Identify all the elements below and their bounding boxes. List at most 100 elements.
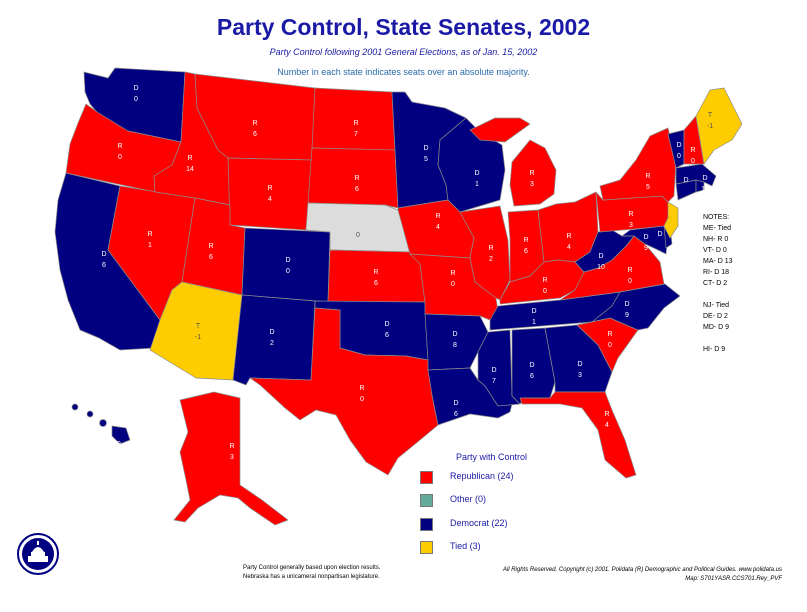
note-line: DE- D 2 — [703, 313, 728, 320]
state-label-tx-seats: 0 — [360, 396, 364, 403]
state-label-ut-party: R — [208, 243, 213, 250]
state-nd[interactable] — [311, 87, 396, 151]
state-label-sd-party: R — [354, 175, 359, 182]
polidata-logo — [16, 532, 60, 581]
state-label-ma-seats: 13 — [701, 186, 709, 193]
state-label-sd-seats: 6 — [355, 186, 359, 193]
state-ny[interactable] — [599, 127, 677, 203]
state-ma[interactable] — [675, 163, 717, 187]
state-ms[interactable] — [477, 329, 521, 407]
state-la[interactable] — [427, 367, 516, 426]
state-ak[interactable] — [173, 391, 289, 526]
note-line: NJ- Tied — [703, 302, 730, 309]
state-label-ar-party: D — [452, 331, 457, 338]
notes-panel: NOTES: ME- Tied NH- R 0 VT- D 0 MA- D 13 RI- … — [703, 212, 733, 355]
state-label-ct-party: D — [683, 177, 688, 184]
state-label-wi-party: D — [474, 170, 479, 177]
state-labels: D0R0D6R1R14R6R4R6T-1D0D2R7R60R6D6R0D5R4R… — [101, 85, 713, 461]
legend-label-democrat: Democrat (22) — [450, 518, 508, 528]
state-label-pa-seats: 3 — [629, 222, 633, 229]
note-line: NH- R 0 — [703, 236, 729, 243]
state-label-nd-party: R — [353, 120, 358, 127]
state-label-nh-seats: 0 — [691, 158, 695, 165]
state-label-ia-seats: 4 — [436, 224, 440, 231]
state-label-ky-seats: 0 — [543, 288, 547, 295]
state-label-ms-seats: 7 — [492, 378, 496, 385]
state-label-mo-party: R — [450, 270, 455, 277]
note-line: RI- D 18 — [703, 269, 730, 276]
state-label-me-party: T — [708, 112, 713, 119]
state-label-ca-seats: 6 — [102, 262, 106, 269]
copyright: All Rights Reserved. Copyright (c) 2001.… — [440, 566, 782, 584]
state-label-mn-party: D — [423, 145, 428, 152]
state-label-sc-party: R — [607, 331, 612, 338]
state-label-ks-seats: 6 — [374, 280, 378, 287]
state-il[interactable] — [459, 205, 511, 301]
state-label-co-seats: 0 — [286, 268, 290, 275]
state-nj[interactable] — [663, 201, 679, 239]
state-tx[interactable] — [249, 307, 439, 476]
map-subtitle: Party Control following 2001 General Ele… — [269, 47, 538, 57]
state-label-vt-seats: 0 — [677, 153, 681, 160]
state-label-mi-party: R — [529, 170, 534, 177]
state-label-tn-seats: 1 — [532, 319, 536, 326]
state-label-nd-seats: 7 — [354, 131, 358, 138]
state-label-va-party: R — [627, 267, 632, 274]
state-label-tn-party: D — [531, 308, 536, 315]
state-label-fl-party: R — [604, 411, 609, 418]
state-hi[interactable] — [71, 403, 131, 445]
note-line: NOTES: — [703, 214, 730, 221]
state-label-wy-party: R — [267, 185, 272, 192]
state-label-mt-seats: 6 — [253, 131, 257, 138]
state-label-mo-seats: 0 — [451, 281, 455, 288]
state-label-or-party: R — [117, 143, 122, 150]
state-label-ak-seats: 3 — [230, 454, 234, 461]
state-label-wv-seats: 10 — [597, 264, 605, 271]
state-label-ga-party: D — [577, 361, 582, 368]
state-label-ar-seats: 8 — [453, 342, 457, 349]
state-fl[interactable] — [519, 391, 637, 479]
state-mi[interactable] — [469, 117, 557, 207]
state-md[interactable] — [621, 225, 669, 255]
state-label-ca-party: D — [101, 251, 106, 258]
state-co[interactable] — [241, 227, 331, 303]
state-oh[interactable] — [537, 191, 599, 263]
note-line — [703, 289, 733, 300]
state-label-or-seats: 0 — [118, 154, 122, 161]
state-label-wa-party: D — [133, 85, 138, 92]
legend-swatch-other — [420, 494, 433, 507]
footnote-line: Party Control generally based upon elect… — [243, 565, 381, 571]
state-label-nc-party: D — [624, 301, 629, 308]
note-line: HI- D 9 — [703, 346, 726, 353]
state-me[interactable] — [695, 87, 743, 165]
legend-swatch-tied — [420, 541, 433, 554]
state-ar[interactable] — [424, 313, 489, 371]
state-label-tx-party: R — [359, 385, 364, 392]
state-label-ny-party: R — [645, 173, 650, 180]
state-label-ne-seats: 0 — [356, 232, 360, 239]
state-ks[interactable] — [327, 249, 426, 303]
state-label-ma-party: D — [702, 175, 707, 182]
state-nc[interactable] — [576, 283, 681, 331]
state-wy[interactable] — [227, 157, 313, 231]
state-label-ok-seats: 6 — [385, 332, 389, 339]
note-line: MA- D 13 — [703, 258, 733, 265]
copyright-line: All Rights Reserved. Copyright (c) 2001.… — [502, 567, 782, 573]
state-label-oh-seats: 4 — [567, 244, 571, 251]
state-sd[interactable] — [307, 147, 399, 209]
state-label-oh-party: R — [566, 233, 571, 240]
state-label-in-party: R — [523, 237, 528, 244]
state-label-nv-seats: 1 — [148, 242, 152, 249]
legend-swatch-republican — [420, 471, 433, 484]
state-label-ms-party: D — [491, 367, 496, 374]
state-label-ks-party: R — [373, 269, 378, 276]
state-label-nm-seats: 2 — [270, 340, 274, 347]
state-label-sc-seats: 0 — [608, 342, 612, 349]
state-label-ak-party: R — [229, 443, 234, 450]
state-label-id-party: R — [187, 155, 192, 162]
state-label-ny-seats: 5 — [646, 184, 650, 191]
legend-label-republican: Republican (24) — [450, 471, 514, 481]
state-label-id-seats: 14 — [186, 166, 194, 173]
state-nm[interactable] — [232, 294, 316, 386]
